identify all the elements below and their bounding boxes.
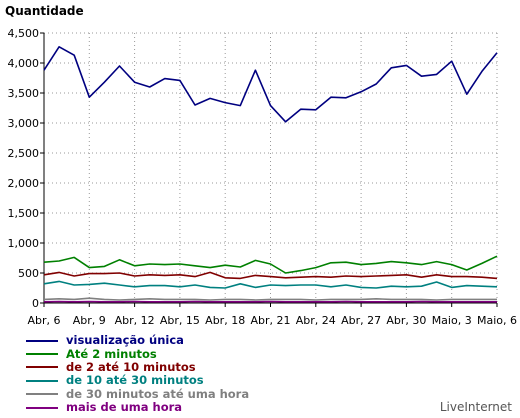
x-tick-label: Abr, 27 xyxy=(341,314,381,327)
series-lines xyxy=(43,45,498,303)
x-tick-label: Maio, 6 xyxy=(477,314,517,327)
x-tick-label: Abr, 9 xyxy=(73,314,106,327)
x-tick-label: Abr, 6 xyxy=(27,314,60,327)
x-tick-label: Maio, 3 xyxy=(432,314,472,327)
legend-swatch xyxy=(26,393,58,396)
series-line xyxy=(43,271,498,280)
y-tick-label: 1,000 xyxy=(8,237,40,250)
tick-labels: 0 500 1,000 1,500 2,000 2,500 3,000 3,500 4,000 4… xyxy=(8,27,518,327)
legend-label: mais de uma hora xyxy=(66,400,183,415)
legend-swatch xyxy=(26,379,58,382)
legend-label: de 30 minutos até uma hora xyxy=(66,386,250,401)
y-tick-label: 1,500 xyxy=(8,207,40,220)
series-line xyxy=(43,255,498,274)
x-tick-label: Abr, 30 xyxy=(386,314,426,327)
legend-swatch xyxy=(26,406,58,409)
y-tick-label: 0 xyxy=(32,297,39,310)
x-tick-label: Abr, 24 xyxy=(296,314,336,327)
legend-item: visualização única xyxy=(26,334,249,347)
x-tick-label: Abr, 15 xyxy=(160,314,200,327)
y-tick-label: 4,500 xyxy=(8,27,40,40)
line-chart: Quantidade 0 500 1,000 1,500 2,000 2,500 3,000… xyxy=(5,4,518,327)
x-tick-label: Abr, 12 xyxy=(115,314,155,327)
y-tick-label: 3,500 xyxy=(8,87,40,100)
grid xyxy=(44,32,498,303)
y-tick-label: 2,000 xyxy=(8,177,40,190)
legend: visualização única Até 2 minutos de 2 até … xyxy=(26,334,249,414)
legend-label: Até 2 minutos xyxy=(66,346,157,361)
legend-item: de 10 até 30 minutos xyxy=(26,374,249,387)
series-line xyxy=(43,297,497,301)
legend-label: de 2 até 10 minutos xyxy=(66,359,196,374)
y-tick-label: 3,000 xyxy=(8,117,40,130)
legend-item: mais de uma hora xyxy=(26,401,249,414)
legend-swatch xyxy=(26,353,58,356)
legend-item: de 30 minutos até uma hora xyxy=(26,386,250,401)
x-tick-label: Abr, 21 xyxy=(250,314,290,327)
legend-item: de 2 até 10 minutos xyxy=(26,359,249,374)
brand-label: LiveInternet xyxy=(439,400,512,414)
y-tick-label: 4,000 xyxy=(8,57,40,70)
legend-item: Até 2 minutos xyxy=(26,347,249,360)
legend-swatch xyxy=(26,339,58,342)
legend-swatch xyxy=(26,366,58,369)
x-tick-label: Abr, 18 xyxy=(205,314,245,327)
legend-label: visualização única xyxy=(66,333,184,348)
series-line xyxy=(43,280,498,289)
chart-title: Quantidade xyxy=(5,4,84,18)
y-tick-label: 500 xyxy=(18,267,39,280)
legend-label: de 10 até 30 minutos xyxy=(66,373,204,388)
axes xyxy=(40,32,498,307)
series-line xyxy=(43,45,498,123)
y-tick-label: 2,500 xyxy=(8,147,40,160)
